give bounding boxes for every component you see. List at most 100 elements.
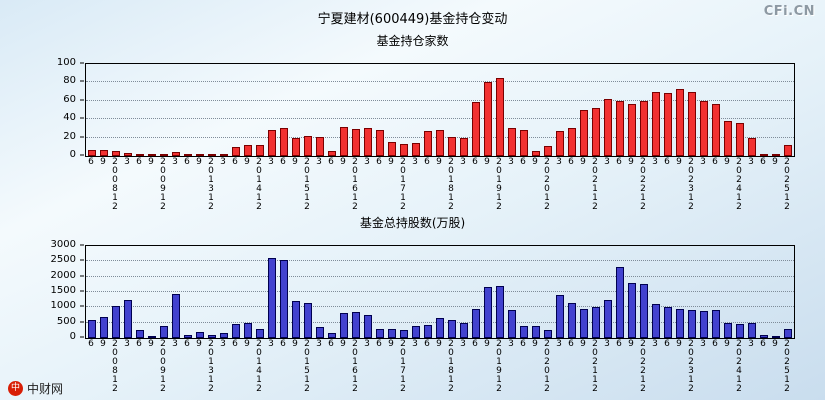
x-tick-label: 2 0 2 1 1 2 xyxy=(592,157,598,212)
bar xyxy=(88,150,96,156)
bar xyxy=(664,93,672,156)
bar xyxy=(352,129,360,156)
bar xyxy=(496,77,504,156)
bar-slot xyxy=(614,64,626,156)
x-tick-label: 3 xyxy=(508,157,514,167)
bar-slot xyxy=(110,246,122,338)
bar-slot xyxy=(578,246,590,338)
x-tick-label: 3 xyxy=(460,339,466,349)
bar-slot xyxy=(650,64,662,156)
bar xyxy=(460,322,468,338)
bar xyxy=(268,130,276,156)
bar xyxy=(496,285,504,338)
y-tick-label: 2000 xyxy=(50,269,76,281)
x-tick-label: 2 0 1 5 1 2 xyxy=(304,157,310,212)
x-tick-label: 3 xyxy=(460,157,466,167)
x-tick-label: 6 xyxy=(232,157,238,167)
bar xyxy=(388,329,396,338)
bar-slot xyxy=(398,246,410,338)
bar-slot xyxy=(698,64,710,156)
bar xyxy=(532,151,540,156)
bar-slot xyxy=(254,246,266,338)
x-tick-label: 9 xyxy=(196,157,202,167)
gridline xyxy=(86,118,794,120)
x-tick-label: 2 0 2 2 1 2 xyxy=(640,157,646,212)
bar xyxy=(736,122,744,156)
y-tick-mark xyxy=(80,336,84,338)
x-tick-label: 9 xyxy=(484,157,490,167)
bar-slot xyxy=(506,64,518,156)
bar-slot xyxy=(338,246,350,338)
bar-slot xyxy=(686,64,698,156)
x-tick-label: 2 0 1 4 1 2 xyxy=(256,157,262,212)
y-tick-label: 1500 xyxy=(50,285,76,296)
bar-slot xyxy=(314,246,326,338)
x-tick-label: 9 xyxy=(292,339,298,349)
x-tick-label: 2 0 1 8 1 2 xyxy=(448,339,454,394)
x-tick-label: 6 xyxy=(424,339,430,349)
bar xyxy=(208,154,216,156)
x-tick-label: 9 xyxy=(580,339,586,349)
bar xyxy=(772,336,780,338)
bar xyxy=(136,330,144,338)
bar xyxy=(688,309,696,338)
bar-slot xyxy=(110,64,122,156)
bar xyxy=(160,154,168,156)
x-tick-label: 9 xyxy=(340,157,346,167)
x-tick-label: 3 xyxy=(556,339,562,349)
x-tick-label: 6 xyxy=(472,339,478,349)
bar-slot xyxy=(206,64,218,156)
x-tick-label: 9 xyxy=(628,339,634,349)
x-tick-label: 6 xyxy=(568,157,574,167)
bar-slot xyxy=(218,246,230,338)
bar xyxy=(376,130,384,156)
plot-area xyxy=(85,63,795,157)
x-tick-label: 6 xyxy=(88,339,94,349)
bar xyxy=(232,146,240,156)
y-tick-mark xyxy=(80,244,84,246)
bar xyxy=(220,154,228,156)
x-tick-label: 6 xyxy=(328,157,334,167)
x-tick-label: 9 xyxy=(388,339,394,349)
bar-slot xyxy=(638,64,650,156)
plot-area xyxy=(85,245,795,339)
bar-slot xyxy=(602,64,614,156)
x-tick-label: 6 xyxy=(376,157,382,167)
bar-slot xyxy=(386,64,398,156)
x-tick-label: 3 xyxy=(124,157,130,167)
x-tick-label: 6 xyxy=(616,339,622,349)
x-tick-label: 3 xyxy=(652,157,658,167)
bar-slot xyxy=(722,64,734,156)
y-tick-label: 500 xyxy=(56,315,76,327)
x-tick-label: 3 xyxy=(748,157,754,167)
bar-slot xyxy=(134,64,146,156)
bar xyxy=(280,128,288,156)
bar-slot xyxy=(266,64,278,156)
x-tick-label: 2 0 2 4 1 2 xyxy=(736,339,742,394)
x-tick-label: 6 xyxy=(376,339,382,349)
bar xyxy=(592,307,600,338)
bar-slot xyxy=(158,64,170,156)
x-tick-label: 9 xyxy=(772,157,778,167)
bar xyxy=(640,100,648,156)
bar-slot xyxy=(770,64,782,156)
bar-slot xyxy=(698,246,710,338)
x-tick-label: 6 xyxy=(568,339,574,349)
x-tick-label: 9 xyxy=(100,157,106,167)
bar xyxy=(568,302,576,338)
x-tick-label: 9 xyxy=(580,157,586,167)
bar xyxy=(124,153,132,156)
bar-slot xyxy=(386,246,398,338)
x-tick-label: 3 xyxy=(556,157,562,167)
x-tick-label: 2 0 2 3 1 2 xyxy=(688,157,694,212)
y-tick-mark xyxy=(80,136,84,138)
x-tick-label: 3 xyxy=(652,339,658,349)
bar-slot xyxy=(746,246,758,338)
bar-slot xyxy=(98,246,110,338)
bar-slot xyxy=(98,64,110,156)
bar-slot xyxy=(566,246,578,338)
bar xyxy=(148,154,156,156)
bar xyxy=(316,136,324,156)
bar-series xyxy=(86,64,794,156)
